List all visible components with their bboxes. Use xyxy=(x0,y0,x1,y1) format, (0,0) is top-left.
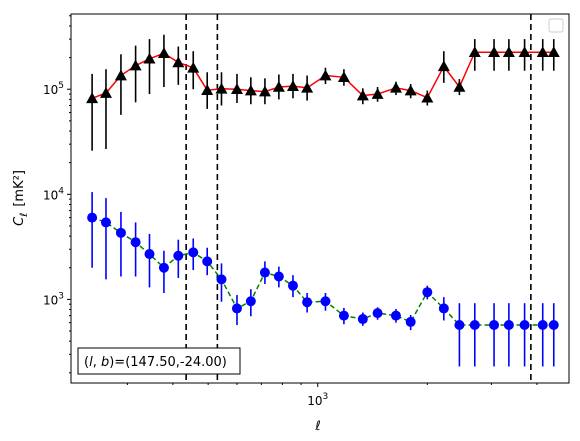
data-point xyxy=(273,271,284,282)
data-point xyxy=(390,310,401,321)
data-point xyxy=(129,59,142,71)
plot-frame xyxy=(70,13,570,384)
data-point xyxy=(337,71,350,83)
data-point xyxy=(287,280,298,291)
data-point xyxy=(389,81,402,93)
data-point xyxy=(503,320,514,331)
data-point xyxy=(371,88,384,99)
vertical-lines xyxy=(185,14,532,383)
data-point xyxy=(272,81,285,92)
data-point xyxy=(422,287,433,298)
annotation-text: (l, b)=(147.50,-24.00) xyxy=(84,355,227,370)
data-point xyxy=(301,81,314,93)
data-point xyxy=(488,46,501,58)
data-point xyxy=(215,82,228,94)
data-point xyxy=(86,92,99,104)
data-point xyxy=(143,52,156,64)
data-point xyxy=(405,316,416,327)
data-point xyxy=(454,320,465,331)
data-point xyxy=(173,250,184,261)
data-point xyxy=(130,237,141,248)
data-point xyxy=(158,262,169,273)
data-point xyxy=(286,80,299,91)
data-point xyxy=(245,296,256,307)
data-point xyxy=(518,46,531,58)
data-point xyxy=(172,56,185,68)
y-tick-label: 103 xyxy=(43,291,64,307)
data-point xyxy=(87,212,98,223)
data-point xyxy=(356,89,369,101)
data-point xyxy=(114,69,127,81)
y-tick-label: 105 xyxy=(43,81,64,97)
data-point xyxy=(536,46,549,58)
data-point xyxy=(489,320,500,331)
data-point xyxy=(230,83,243,95)
data-point xyxy=(99,87,112,98)
data-point xyxy=(357,314,368,325)
data-point xyxy=(421,91,434,103)
data-point xyxy=(187,61,200,73)
data-point xyxy=(437,60,450,72)
data-point xyxy=(244,84,257,96)
data-point xyxy=(258,85,271,97)
data-point xyxy=(468,46,481,58)
data-point xyxy=(548,320,559,331)
data-point xyxy=(372,308,383,319)
data-point xyxy=(404,84,417,96)
data-point xyxy=(453,81,466,92)
data-point xyxy=(338,310,349,321)
series-0 xyxy=(86,34,560,151)
data-point xyxy=(144,249,155,260)
data-point xyxy=(469,320,480,331)
data-point xyxy=(231,303,242,314)
data-point xyxy=(259,267,270,278)
data-point xyxy=(319,69,332,81)
data-point xyxy=(438,303,449,314)
data-point xyxy=(115,227,126,238)
y-tick-label: 104 xyxy=(43,186,64,202)
data-point xyxy=(519,320,530,331)
data-point xyxy=(320,296,331,307)
legend-box xyxy=(548,18,564,33)
series-1 xyxy=(87,192,559,367)
data-point xyxy=(202,256,213,267)
annotation-box xyxy=(77,347,241,375)
x-tick-label: 103 xyxy=(307,392,328,408)
data-point xyxy=(537,320,548,331)
data-point xyxy=(188,247,199,258)
data-point xyxy=(547,46,560,58)
data-point xyxy=(216,274,227,285)
data-point xyxy=(302,297,313,308)
series-layer xyxy=(86,34,560,367)
y-axis-label: Cℓ[mK²] xyxy=(12,170,30,226)
data-point xyxy=(502,46,515,58)
data-point xyxy=(100,217,111,228)
data-point xyxy=(157,47,170,59)
data-point xyxy=(201,84,214,95)
x-axis-label: ℓ xyxy=(314,419,320,434)
